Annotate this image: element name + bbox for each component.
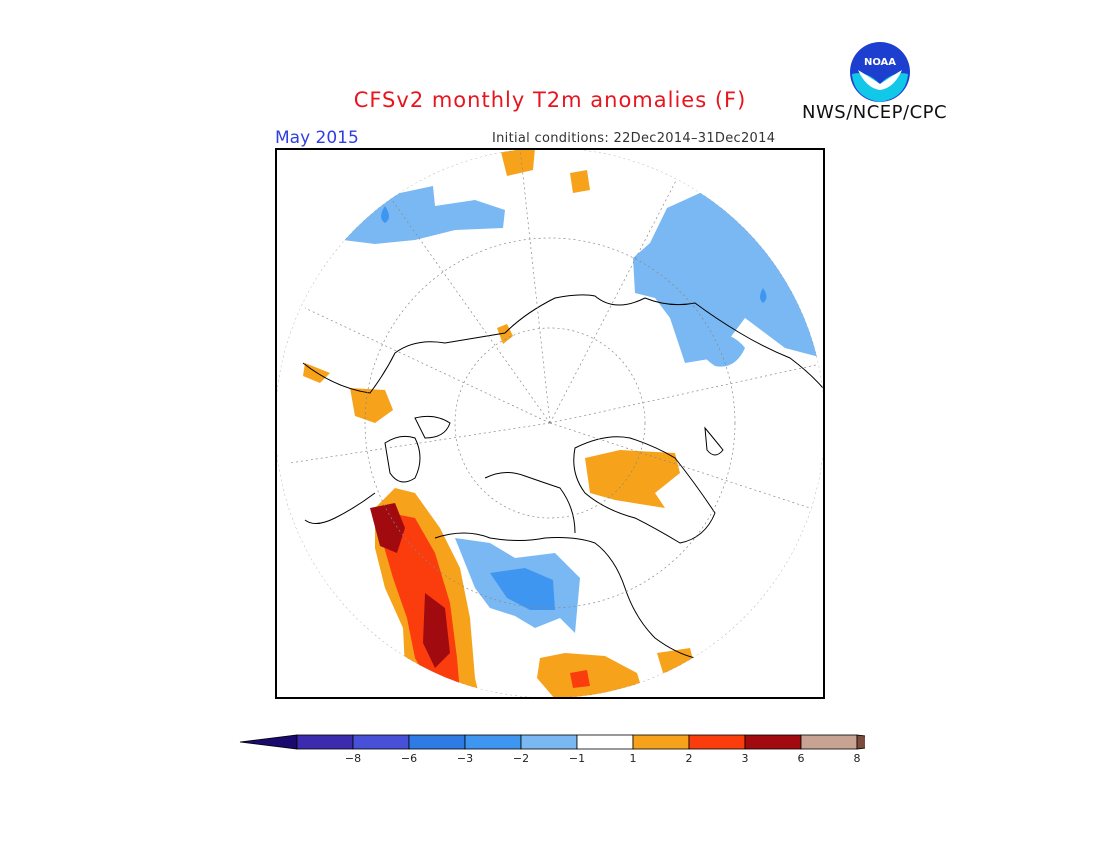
colorbar-tick-label: −6 bbox=[400, 752, 418, 765]
colorbar-tick-label: −8 bbox=[344, 752, 362, 765]
polar-map bbox=[275, 148, 825, 699]
anomaly-bc-extreme bbox=[423, 593, 450, 668]
colorbar-cell bbox=[296, 734, 354, 750]
anomaly-chukotka-positive bbox=[350, 388, 393, 423]
colorbar-tick-label: 8 bbox=[853, 752, 861, 765]
anomaly-alaska-extreme bbox=[370, 503, 405, 553]
colorbar-tick-label: 1 bbox=[629, 752, 637, 765]
colorbar-cell bbox=[408, 734, 466, 750]
colorbar-cell bbox=[800, 734, 858, 750]
colorbar-cell bbox=[744, 734, 802, 750]
colorbar-cell bbox=[632, 734, 690, 750]
noaa-logo: NOAA bbox=[850, 42, 910, 102]
anomaly-newengland-strong bbox=[570, 670, 590, 688]
anomaly-scandinavia-negative bbox=[633, 193, 823, 363]
forecast-month: May 2015 bbox=[275, 128, 359, 148]
anomaly-siberia-core bbox=[381, 206, 389, 223]
anomaly-siberia-negative bbox=[343, 186, 505, 244]
colorbar-cell bbox=[688, 734, 746, 750]
colorbar-cell bbox=[520, 734, 578, 750]
anomaly-arctic-top-positive bbox=[500, 148, 535, 176]
colorbar-tick-label: 6 bbox=[797, 752, 805, 765]
colorbar bbox=[239, 734, 865, 750]
colorbar-cell bbox=[352, 734, 410, 750]
anomaly-hudson-core bbox=[490, 568, 555, 610]
colorbar-cell bbox=[576, 734, 634, 750]
agency-label: NWS/NCEP/CPC bbox=[802, 102, 948, 123]
initial-conditions: Initial conditions: 22Dec2014–31Dec2014 bbox=[492, 131, 776, 146]
anomaly-greenland-positive bbox=[585, 450, 680, 508]
coastlines bbox=[302, 294, 824, 689]
anomaly-arctic-top2-positive bbox=[570, 170, 590, 193]
colorbar-arrow-high bbox=[856, 734, 865, 750]
chart-title: CFSv2 monthly T2m anomalies (F) bbox=[353, 88, 747, 112]
colorbar-tick-label: −2 bbox=[512, 752, 530, 765]
map-frame bbox=[275, 148, 825, 699]
logo-text: NOAA bbox=[864, 57, 896, 68]
colorbar-cell bbox=[464, 734, 522, 750]
colorbar-tick-label: −1 bbox=[568, 752, 586, 765]
colorbar-tick-label: 2 bbox=[685, 752, 693, 765]
colorbar-tick-label: −3 bbox=[456, 752, 474, 765]
colorbar-tick-label: 3 bbox=[741, 752, 749, 765]
graticule bbox=[275, 148, 825, 698]
anomaly-scandinavia-core bbox=[760, 288, 767, 303]
anomaly-newengland-positive bbox=[537, 653, 645, 698]
colorbar-arrow-low bbox=[239, 734, 298, 750]
